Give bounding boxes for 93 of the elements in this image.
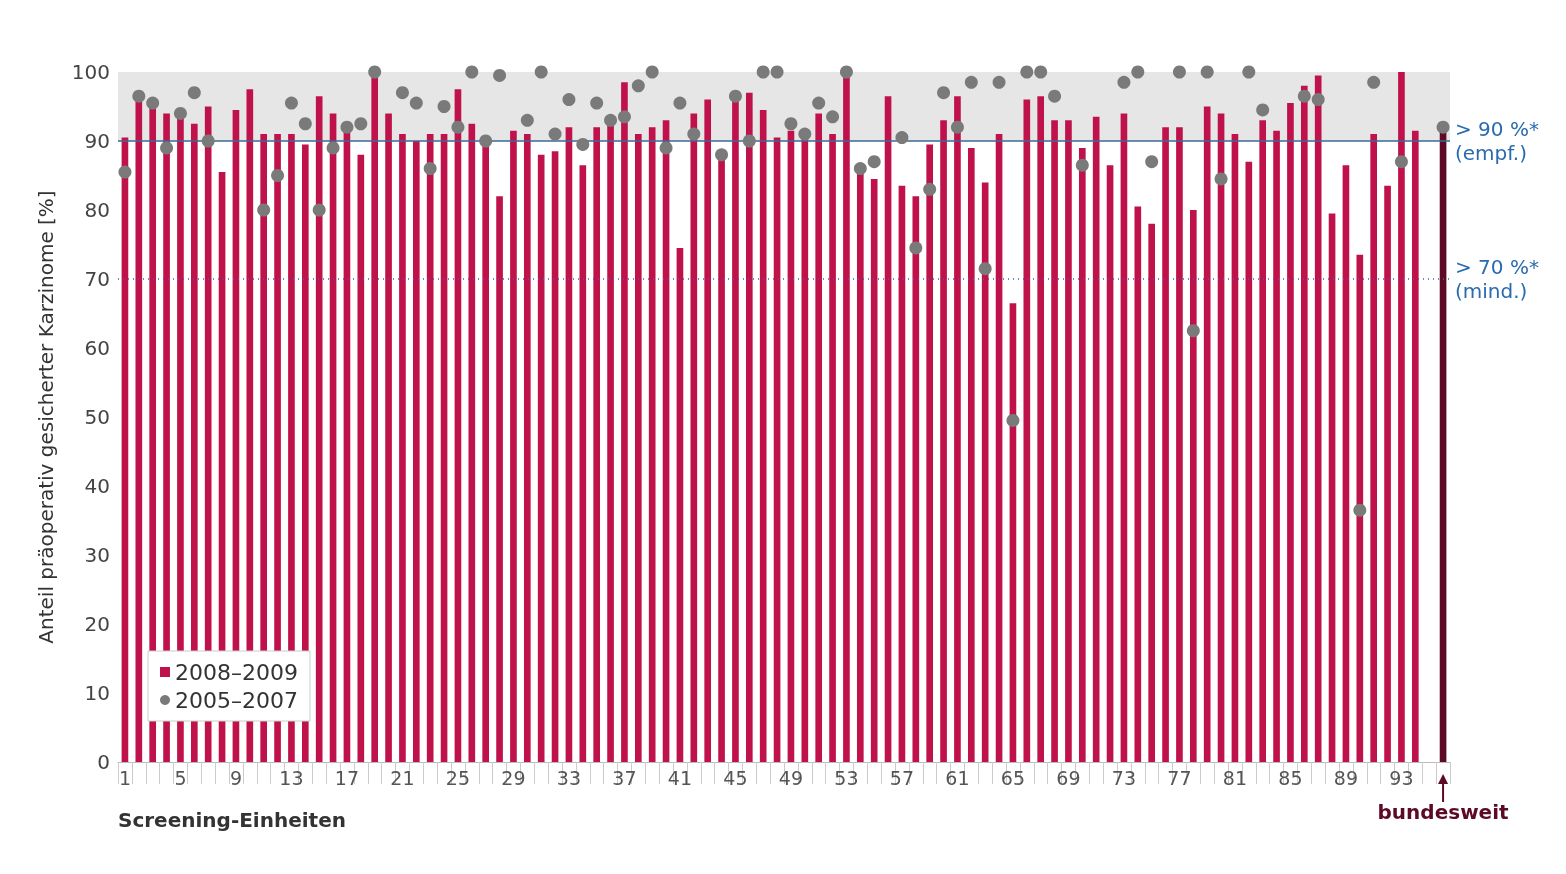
bar: [1370, 134, 1378, 762]
x-tick-label: 41: [667, 766, 693, 789]
bar: [1134, 206, 1142, 762]
x-tick-label: 37: [612, 766, 637, 789]
x-tick-label: 53: [834, 766, 859, 789]
x-tick-label: 89: [1333, 766, 1359, 789]
bar: [1162, 127, 1169, 762]
x-tick-label: 93: [1389, 766, 1414, 789]
y-tick-label: 40: [84, 474, 110, 498]
x-tick-label: 73: [1111, 766, 1137, 789]
bar: [898, 185, 906, 762]
bar: [1092, 116, 1100, 762]
bar: [1384, 185, 1391, 762]
y-tick-label: 20: [84, 612, 110, 636]
bar: [1259, 120, 1267, 762]
bar: [1328, 213, 1336, 762]
bar: [565, 127, 573, 762]
y-tick-label: 0: [97, 750, 110, 774]
bar: [1231, 134, 1239, 762]
bar: [412, 141, 420, 762]
ref-line-label: > 90 %* (empf.): [1455, 117, 1539, 165]
x-tick-label: 25: [445, 766, 471, 789]
bar: [301, 144, 309, 762]
bar: [579, 165, 587, 762]
x-tick-label: 57: [889, 766, 915, 789]
bar: [829, 134, 836, 762]
bar: [884, 96, 892, 762]
bar: [440, 134, 448, 762]
bar: [1065, 120, 1072, 762]
bar: [1411, 130, 1419, 762]
bar: [593, 127, 601, 762]
bar: [468, 123, 476, 762]
bar: [995, 134, 1003, 762]
bar: [1245, 161, 1253, 762]
bar: [940, 120, 947, 762]
y-axis-title: Anteil präoperativ gesicherter Karzinome [%]: [34, 190, 58, 644]
bar: [1342, 165, 1350, 762]
y-tick-label: 30: [84, 543, 110, 567]
x-tick-label: 5: [174, 766, 187, 789]
x-tick-label: 13: [279, 766, 304, 789]
bar: [1176, 127, 1183, 762]
bar: [759, 109, 767, 762]
bar: [648, 127, 656, 762]
bar: [634, 134, 642, 762]
x-tick-label: bundesweit: [1377, 800, 1510, 824]
bar: [399, 134, 406, 762]
x-axis-title: Screening-Einheiten: [118, 808, 346, 832]
bar: [1120, 113, 1128, 762]
y-tick-label: 90: [84, 129, 110, 153]
y-tick-label: 10: [84, 681, 110, 705]
x-tick-label: 49: [778, 766, 804, 789]
bar: [496, 196, 503, 762]
bar: [1203, 106, 1211, 762]
bar: [537, 154, 545, 762]
x-tick-label: 61: [945, 766, 970, 789]
x-tick-label: 81: [1222, 766, 1248, 789]
bar: [1273, 130, 1280, 762]
x-tick-label: 33: [556, 766, 582, 789]
bar: [815, 113, 823, 762]
bar: [523, 134, 531, 762]
x-tick-label: 45: [723, 766, 748, 789]
bar: [357, 154, 365, 762]
y-tick-label: 60: [84, 336, 110, 360]
bar: [510, 130, 517, 762]
x-tick-label: 69: [1056, 766, 1081, 789]
bar: [1051, 120, 1058, 762]
x-tick-label: 85: [1278, 766, 1303, 789]
y-tick-label: 100: [71, 60, 110, 84]
x-tick-label: 1: [118, 766, 131, 789]
bar: [870, 178, 878, 762]
y-tick-label: 50: [84, 405, 110, 429]
y-tick-label: 70: [84, 267, 110, 291]
x-tick-label: 17: [334, 766, 360, 789]
bar: [551, 151, 559, 762]
x-tick-label: 9: [229, 766, 242, 789]
bar: [1023, 99, 1031, 762]
bar: [1287, 103, 1294, 762]
x-tick-label: 77: [1167, 766, 1192, 789]
x-tick-label: 29: [501, 766, 526, 789]
bar: [676, 247, 684, 762]
x-tick-label: 21: [390, 766, 415, 789]
bar: [967, 147, 975, 762]
bar: [773, 137, 781, 762]
bar: [704, 99, 712, 762]
bar: [1148, 223, 1156, 762]
legend-label: 2008–2009: [175, 659, 298, 685]
bar: [1037, 96, 1045, 762]
legend-label: 2005–2007: [175, 687, 298, 713]
x-tick-label: 65: [1000, 766, 1026, 789]
ref-line-label: > 70 %* (mind.): [1455, 255, 1539, 303]
y-tick-label: 80: [84, 198, 110, 222]
bar: [1106, 165, 1114, 762]
bar: [385, 113, 392, 762]
